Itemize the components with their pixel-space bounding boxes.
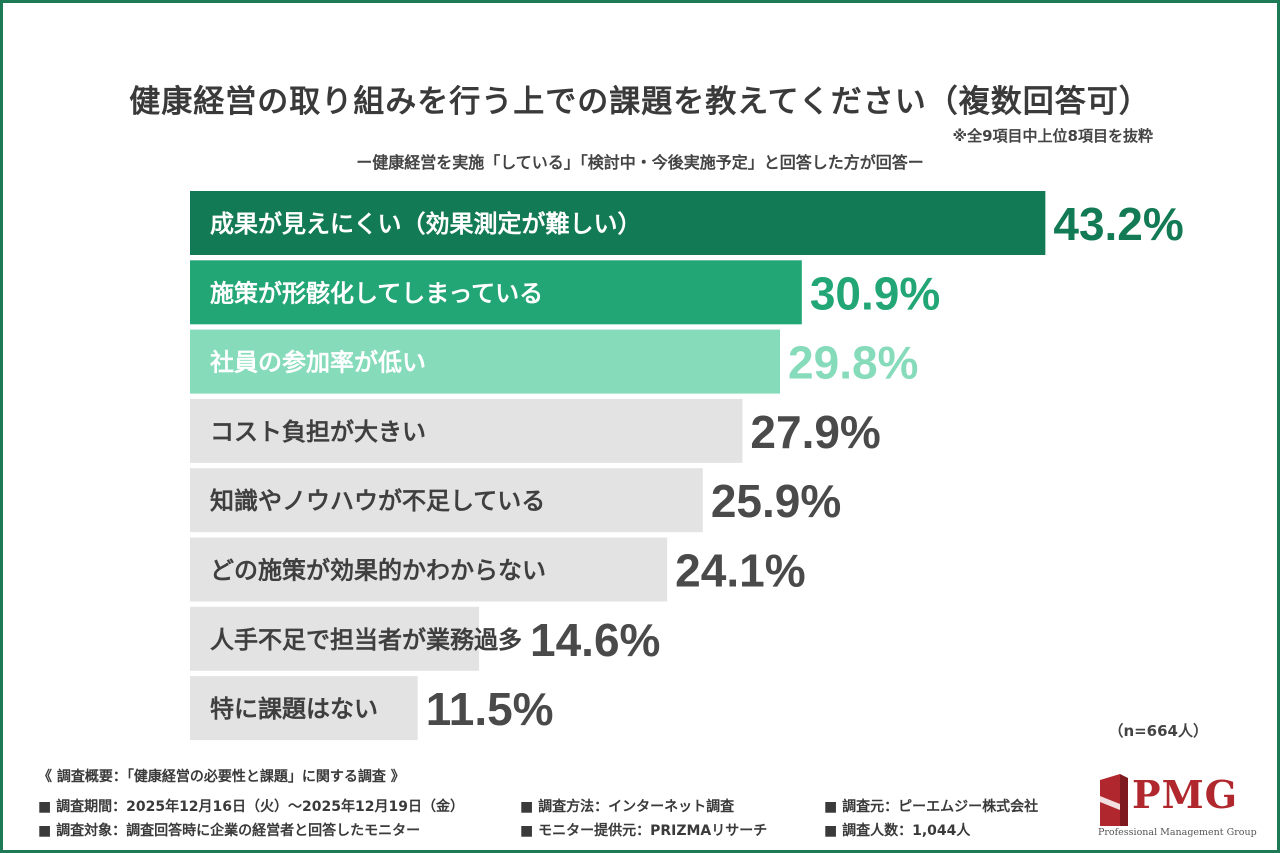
building-icon [1100,774,1128,826]
value-label: 14.6% [530,614,660,666]
value-label: 24.1% [675,545,805,597]
category-label: コスト負担が大きい [210,418,426,446]
category-label: 成果が見えにくい（効果測定が難しい） [210,210,642,238]
value-label: 27.9% [750,406,880,458]
value-label: 29.8% [788,337,918,389]
bar [190,191,1046,255]
bar [190,606,480,671]
sample-size: （n=664人） [1108,722,1208,740]
bar [190,676,418,741]
value-label: 43.2% [1053,198,1183,250]
pmg-logo: PMG Professional Management Group [1096,770,1257,842]
survey-target: ■ 調査対象：調査回答時に企業の経営者と回答したモニター [38,823,421,839]
bar [190,468,703,533]
survey-summary-row: ■ 調査対象：調査回答時に企業の経営者と回答したモニター ■ モニター提供元：P… [38,820,1078,844]
category-label: どの施策が効果的かわからない [210,557,546,585]
survey-method: ■ 調査方法：インターネット調査 [520,799,735,815]
survey-source: ■ 調査元：ピーエムジー株式会社 [824,799,1039,815]
bar [190,398,743,463]
value-label: 11.5% [426,683,554,735]
logo-tagline: Professional Management Group [1098,827,1257,838]
logo-wordmark: PMG [1132,772,1239,817]
category-label: 特に課題はない [210,695,378,723]
bar [190,537,668,602]
value-label: 30.9% [810,267,940,319]
chart-title: 健康経営の取り組みを行う上での課題を教えてください（複数回答可） [129,84,1151,120]
survey-summary-heading: 《 調査概要：「健康経営の必要性と課題」に関する調査 》 [38,769,405,785]
chart-note: ※全9項目中上位8項目を抜粋 [952,127,1153,145]
value-label: 25.9% [711,475,841,527]
survey-period: ■ 調査期間：2025年12月16日（火）～2025年12月19日（金） [38,799,464,815]
category-label: 施策が形骸化してしまっている [210,279,543,307]
bar [190,329,781,394]
category-label: 人手不足で担当者が業務過多 [210,626,522,654]
category-label: 社員の参加率が低い [210,349,426,377]
survey-count: ■ 調査人数：1,044人 [824,823,971,839]
survey-monitor-provider: ■ モニター提供元：PRIZMAリサーチ [520,823,768,839]
survey-summary-row: ■ 調査期間：2025年12月16日（火）～2025年12月19日（金） ■ 調… [38,796,1078,820]
chart-subtitle: ー健康経営を実施「している」「検討中・今後実施予定」と回答した方が回答ー [356,153,924,172]
category-label: 知識やノウハウが不足している [210,487,545,515]
bar [190,260,802,325]
survey-summary: 《 調査概要：「健康経営の必要性と課題」に関する調査 》 ■ 調査期間：2025… [38,766,1078,844]
